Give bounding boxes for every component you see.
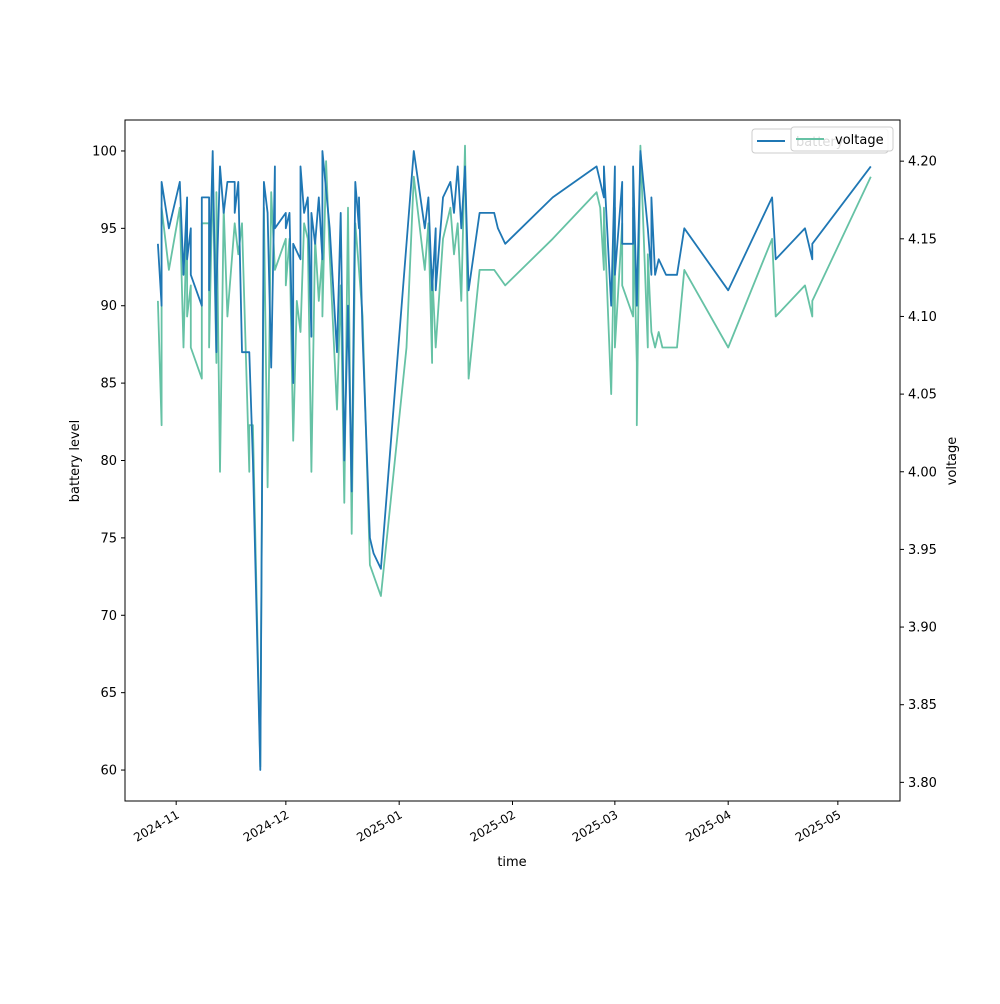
y-right-tick-label: 4.10 (908, 310, 937, 325)
y-left-tick-label: 85 (100, 377, 117, 392)
x-tick-label: 2025-05 (793, 807, 843, 844)
y-left-tick-label: 75 (100, 531, 117, 546)
y-left-tick-label: 100 (92, 144, 117, 159)
x-tick-label: 2025-02 (468, 807, 518, 844)
y-right-tick-label: 4.00 (908, 465, 937, 480)
y-right-tick-label: 4.15 (908, 232, 937, 247)
x-tick-label: 2025-03 (570, 807, 620, 844)
y-right-tick-label: 3.80 (908, 776, 937, 791)
y-axis-right-label: voltage (945, 437, 960, 486)
y-right-tick-label: 3.95 (908, 543, 937, 558)
y-axis-left-label: battery level (68, 420, 83, 503)
y-left-tick-label: 80 (100, 454, 117, 469)
series-line-left (157, 150, 872, 771)
legend-label: voltage (835, 133, 884, 148)
x-axis-label: time (497, 855, 526, 870)
y-right-tick-label: 3.90 (908, 621, 937, 636)
y-right-tick-label: 4.05 (908, 388, 937, 403)
legend-box (790, 126, 894, 152)
series-layer (157, 144, 872, 771)
x-tick-label: 2025-01 (354, 807, 404, 844)
y-left-tick-label: 90 (100, 299, 117, 314)
x-tick-label: 2024-11 (131, 807, 181, 844)
y-left-tick-label: 65 (100, 686, 117, 701)
x-tick-label: 2025-04 (683, 807, 733, 844)
plot-frame (124, 119, 901, 802)
y-left-tick-label: 60 (100, 764, 117, 779)
legend-layer: batteryvoltage (751, 126, 894, 154)
y-right-tick-label: 3.85 (908, 698, 937, 713)
x-tick-label: 2024-12 (241, 807, 291, 844)
y-left-tick-label: 70 (100, 609, 117, 624)
y-left-tick-label: 95 (100, 222, 117, 237)
y-right-tick-label: 4.20 (908, 155, 937, 170)
series-line-right (157, 144, 872, 768)
